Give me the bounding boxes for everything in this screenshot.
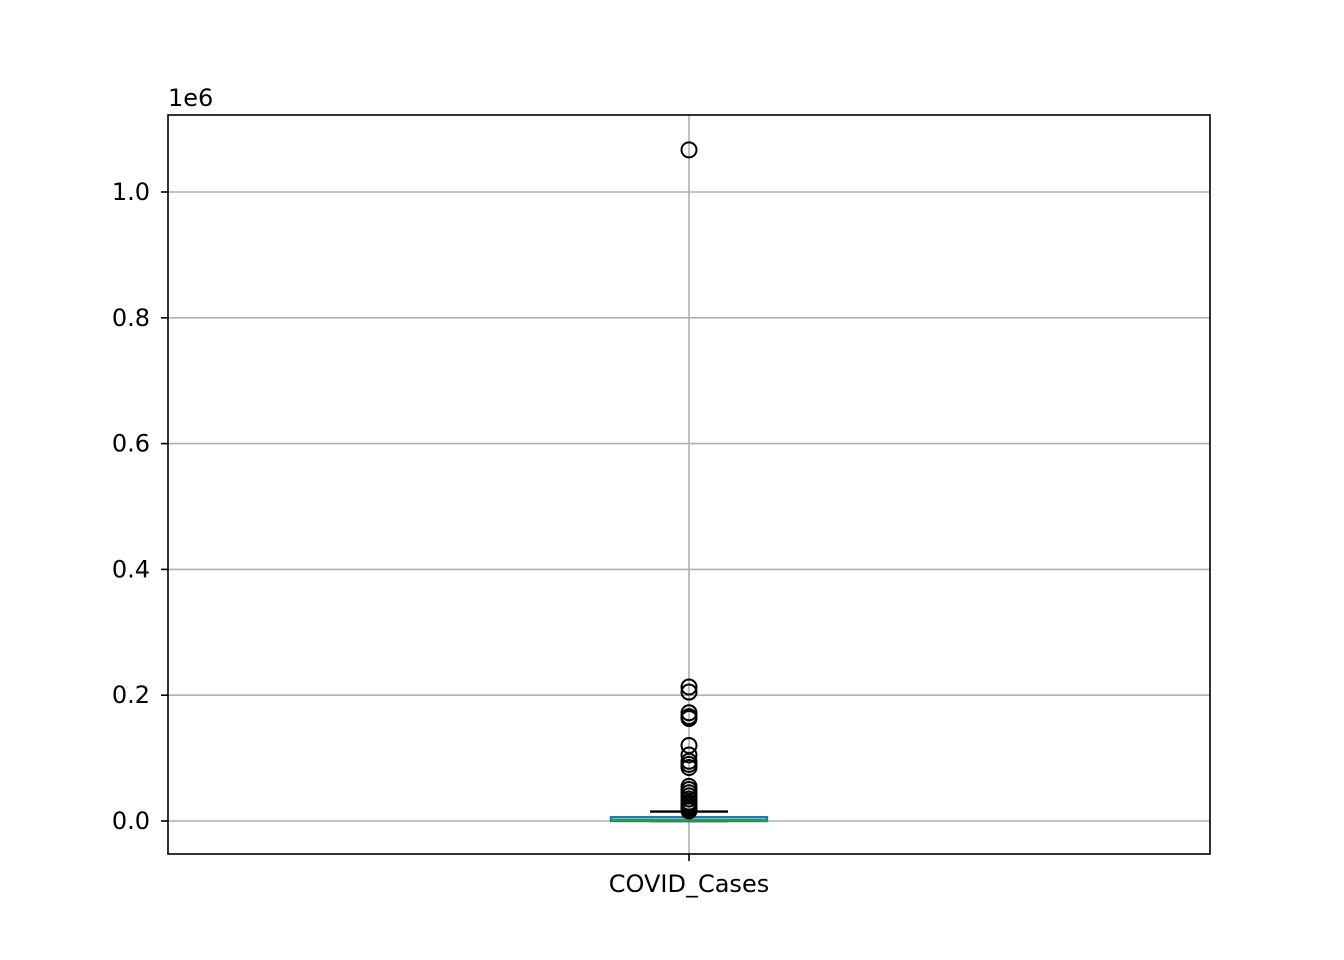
y-tick-label: 0.8	[112, 304, 150, 332]
y-tick-label: 0.0	[112, 807, 150, 835]
y-tick-label: 0.4	[112, 555, 150, 583]
outlier-point	[680, 678, 698, 696]
outlier-point	[680, 141, 698, 159]
y-tick-label: 1.0	[112, 178, 150, 206]
x-tick-label: COVID_Cases	[609, 870, 769, 898]
y-scale-label: 1e6	[168, 84, 213, 112]
grid-layer	[168, 115, 1210, 854]
outlier-point	[680, 802, 698, 820]
outlier-point	[680, 746, 698, 764]
y-tick-label: 0.6	[112, 430, 150, 458]
outlier-point	[680, 759, 698, 777]
y-axis: 0.0 0.2 0.4 0.6 0.8 1.0	[112, 178, 168, 835]
x-axis: COVID_Cases	[609, 854, 769, 898]
outlier-point	[680, 709, 698, 727]
y-tick-label: 0.2	[112, 681, 150, 709]
outlier-point	[680, 683, 698, 701]
outlier-points	[680, 141, 698, 820]
